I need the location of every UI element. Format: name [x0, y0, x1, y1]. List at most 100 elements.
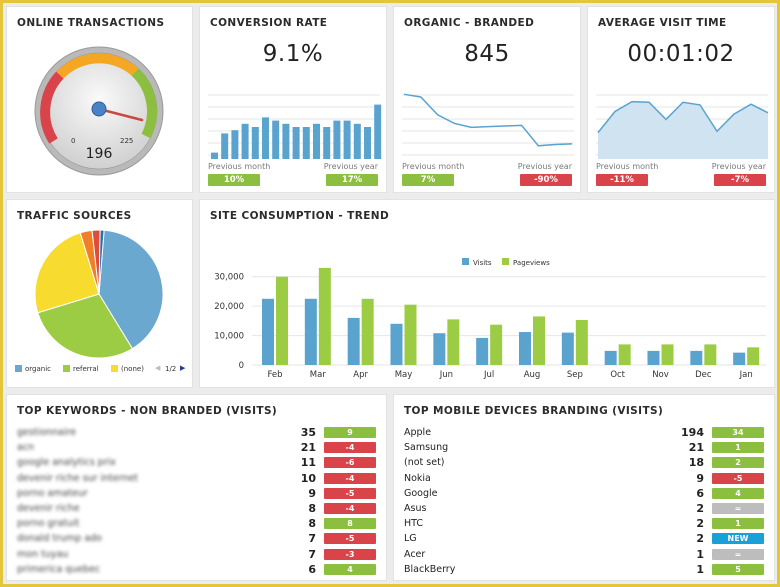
pie-slice: [98, 229, 105, 295]
row-label: porno amateur: [17, 487, 88, 499]
traffic-sources-pie: [34, 229, 164, 359]
prev-year-label: Previous year: [517, 162, 572, 171]
prev-year-badge: 17%: [326, 174, 378, 186]
conversion-rate-panel: CONVERSION RATE 9.1% Previous month Prev…: [199, 6, 387, 193]
bar-pageviews: [575, 319, 588, 365]
panel-title: TRAFFIC SOURCES: [17, 210, 132, 222]
spark-bar: [353, 123, 361, 159]
legend-swatch-visits: [462, 258, 469, 265]
list-item: porno gratuit 8 8: [17, 517, 376, 532]
spark-bar: [282, 123, 290, 159]
site-consumption-chart: 0 10,000 20,000 30,000 Visits Pageviews Feb Mar…: [214, 258, 766, 380]
x-tick-label: Jan: [739, 370, 753, 380]
row-change-badge: -5: [324, 487, 376, 499]
site-consumption-panel: SITE CONSUMPTION - TREND 0 10,000 20,000 30…: [199, 199, 775, 388]
legend-prev-icon[interactable]: ◀: [155, 364, 161, 372]
organic-branded-sparkline: [402, 93, 574, 156]
spark-bar: [211, 152, 218, 159]
bar-visits: [604, 350, 617, 365]
panel-title: TOP MOBILE DEVICES BRANDING (VISITS): [404, 405, 664, 417]
gauge-value: 196: [86, 146, 113, 162]
row-change-badge: 2: [712, 457, 764, 469]
bar-visits: [347, 317, 360, 365]
conversion-rate-value: 9.1%: [262, 41, 324, 67]
spark-area-line: [597, 100, 769, 134]
legend-swatch-none: [111, 365, 118, 372]
bar-visits: [476, 337, 489, 365]
x-tick-label: Mar: [310, 370, 327, 380]
row-value: 7: [308, 532, 316, 546]
pie-slice: [98, 229, 164, 350]
row-label: Samsung: [404, 442, 449, 454]
row-change-badge: NEW: [712, 533, 764, 545]
list-item: (not set) 18 2: [404, 456, 764, 471]
row-label: Acer: [404, 548, 426, 560]
row-change-badge: 4: [324, 563, 376, 575]
spark-area-fill: [598, 101, 768, 159]
row-label: porno gratuit: [17, 518, 80, 530]
prev-month-label: Previous month: [402, 162, 465, 171]
pie-slice: [37, 293, 134, 359]
panel-title: TOP KEYWORDS - NON BRANDED (VISITS): [17, 405, 278, 417]
row-label: (not set): [404, 457, 445, 469]
bar-pageviews: [747, 347, 760, 365]
list-item: LG 2 NEW: [404, 532, 764, 547]
spark-bar: [221, 133, 229, 159]
legend-next-icon[interactable]: ▶: [180, 364, 186, 372]
row-label: donald trump ado: [17, 533, 102, 545]
row-value: 21: [688, 441, 704, 455]
x-tick-label: Feb: [267, 370, 282, 380]
legend-swatch-organic: [15, 365, 22, 372]
list-item: BlackBerry 1 5: [404, 563, 764, 578]
row-value: 8: [308, 517, 316, 531]
row-value: 194: [681, 426, 704, 439]
row-label: google analytics prix: [17, 457, 116, 469]
prev-year-label: Previous year: [323, 162, 378, 171]
row-value: 9: [308, 486, 316, 500]
x-tick-label: Apr: [353, 370, 368, 380]
row-change-badge: =: [712, 503, 764, 514]
conversion-rate-sparkbars: [208, 94, 382, 159]
spark-bar: [343, 120, 351, 159]
online-transactions-panel: ONLINE TRANSACTIONS 0 225 196: [6, 6, 193, 193]
spark-bar: [374, 104, 382, 159]
y-tick-label: 30,000: [214, 273, 244, 283]
x-tick-label: Jun: [439, 370, 453, 380]
spark-bar: [292, 127, 300, 159]
traffic-legend: organic referral (none) ◀ 1/2 ▶: [15, 363, 190, 375]
row-value: 18: [688, 456, 704, 470]
list-item: Google 6 4: [404, 487, 764, 502]
x-tick-label: Sep: [567, 370, 583, 380]
list-item: Samsung 21 1: [404, 441, 764, 456]
list-item: HTC 2 1: [404, 517, 764, 532]
row-value: 11: [300, 456, 316, 470]
spark-bar: [333, 120, 341, 159]
row-change-badge: 34: [712, 427, 764, 438]
average-visit-time-area: [596, 94, 769, 159]
top-mobile-panel: TOP MOBILE DEVICES BRANDING (VISITS) App…: [393, 394, 775, 581]
list-item: Asus 2 =: [404, 502, 764, 517]
panel-title: CONVERSION RATE: [210, 17, 328, 29]
bar-pageviews: [447, 319, 460, 365]
row-value: 35: [300, 426, 316, 439]
average-visit-time-panel: AVERAGE VISIT TIME 00:01:02 Previous mon…: [587, 6, 775, 193]
prev-year-badge: -90%: [520, 174, 572, 186]
prev-year-badge: -7%: [714, 174, 766, 186]
row-value: 6: [308, 562, 316, 576]
prev-month-label: Previous month: [596, 162, 659, 171]
row-change-badge: -4: [324, 472, 376, 484]
bar-pageviews: [404, 304, 417, 365]
row-label: Google: [404, 487, 438, 499]
row-change-badge: -4: [324, 503, 376, 514]
bar-pageviews: [661, 344, 674, 365]
x-tick-label: Jul: [483, 370, 494, 380]
spark-line: [403, 93, 573, 147]
bar-pageviews: [533, 316, 545, 365]
row-value: 2: [696, 532, 704, 546]
traffic-sources-panel: TRAFFIC SOURCES organic referral (none) …: [6, 199, 193, 388]
bar-visits: [690, 350, 703, 365]
spark-bar: [241, 123, 249, 159]
legend-swatch-referral: [63, 365, 70, 372]
prev-year-label: Previous year: [711, 162, 766, 171]
row-change-badge: 1: [712, 518, 764, 530]
